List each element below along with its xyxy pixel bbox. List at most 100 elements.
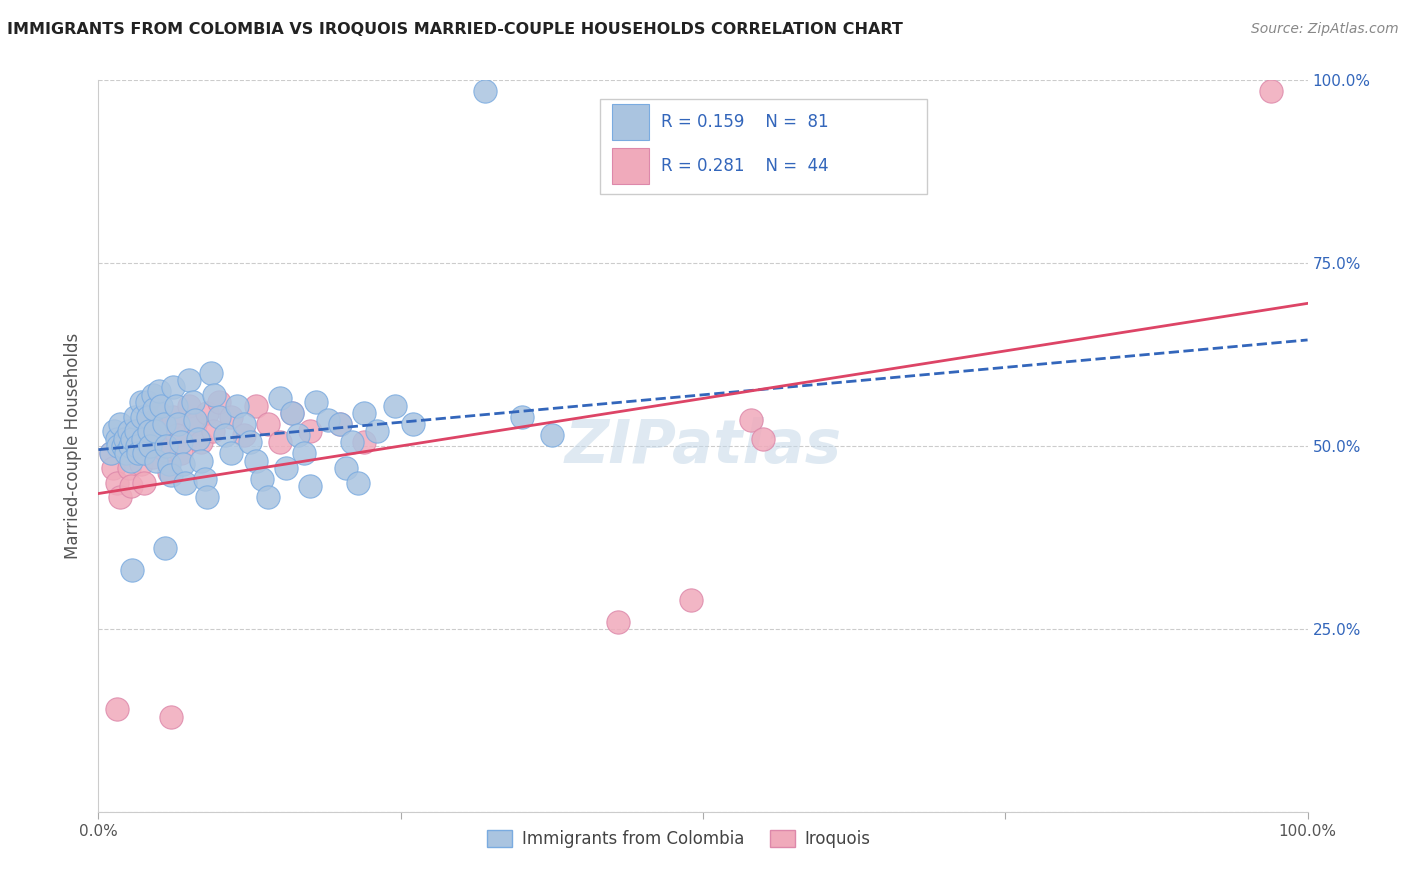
Point	[169, 435, 191, 450]
Point	[124, 409, 146, 424]
Point	[142, 388, 165, 402]
Text: Source: ZipAtlas.com: Source: ZipAtlas.com	[1251, 22, 1399, 37]
Point	[121, 432, 143, 446]
Point	[510, 409, 533, 424]
Point	[342, 435, 364, 450]
Point	[329, 417, 352, 431]
Point	[204, 388, 226, 402]
Point	[214, 428, 236, 442]
Point	[108, 490, 131, 504]
Point	[202, 425, 225, 439]
Point	[281, 406, 304, 420]
Point	[120, 453, 142, 467]
Point	[221, 446, 243, 460]
Bar	[613, 103, 648, 140]
Point	[100, 446, 122, 460]
Point	[131, 409, 153, 424]
Point	[174, 475, 197, 490]
Point	[135, 395, 157, 409]
Point	[200, 366, 222, 380]
Text: IMMIGRANTS FROM COLOMBIA VS IROQUOIS MARRIED-COUPLE HOUSEHOLDS CORRELATION CHART: IMMIGRANTS FROM COLOMBIA VS IROQUOIS MAR…	[7, 22, 903, 37]
Point	[274, 461, 297, 475]
Point	[157, 465, 180, 479]
Point	[679, 592, 702, 607]
Point	[157, 457, 180, 471]
Point	[135, 417, 157, 431]
Point	[143, 425, 166, 439]
Point	[299, 479, 322, 493]
Point	[108, 417, 131, 431]
Point	[172, 457, 194, 471]
Point	[107, 439, 129, 453]
Point	[195, 406, 218, 420]
Point	[153, 541, 176, 556]
Point	[245, 453, 267, 467]
Point	[153, 442, 176, 457]
Point	[269, 392, 291, 406]
Point	[208, 395, 231, 409]
Text: R = 0.159    N =  81: R = 0.159 N = 81	[661, 113, 828, 131]
Point	[118, 425, 141, 439]
Point	[316, 413, 339, 427]
Point	[160, 468, 183, 483]
Point	[160, 709, 183, 723]
Point	[179, 373, 201, 387]
Point	[353, 435, 375, 450]
Point	[150, 399, 173, 413]
Text: ZIPatlas: ZIPatlas	[564, 417, 842, 475]
Point	[305, 395, 328, 409]
Point	[111, 432, 134, 446]
Point	[232, 428, 254, 442]
Point	[148, 406, 170, 420]
Point	[118, 439, 141, 453]
Point	[118, 461, 141, 475]
Point	[740, 413, 762, 427]
Text: R = 0.281    N =  44: R = 0.281 N = 44	[661, 157, 828, 175]
Point	[1260, 84, 1282, 98]
Point	[114, 432, 136, 446]
Point	[195, 490, 218, 504]
Point	[115, 446, 138, 460]
Point	[269, 435, 291, 450]
Point	[167, 417, 190, 431]
Point	[250, 472, 273, 486]
Point	[155, 439, 177, 453]
Point	[179, 399, 201, 413]
Point	[105, 702, 128, 716]
Point	[152, 417, 174, 431]
Point	[607, 615, 630, 629]
Point	[287, 428, 309, 442]
Point	[138, 425, 160, 439]
Point	[384, 399, 406, 413]
Point	[105, 475, 128, 490]
Point	[148, 384, 170, 399]
Point	[329, 417, 352, 431]
Point	[132, 432, 155, 446]
Legend: Immigrants from Colombia, Iroquois: Immigrants from Colombia, Iroquois	[481, 823, 877, 855]
Point	[121, 563, 143, 577]
Point	[142, 450, 165, 464]
Point	[162, 380, 184, 394]
Point	[187, 432, 209, 446]
Point	[184, 413, 207, 427]
Point	[402, 417, 425, 431]
Point	[127, 439, 149, 453]
Point	[221, 409, 243, 424]
Point	[190, 453, 212, 467]
Point	[134, 446, 156, 460]
Point	[150, 425, 173, 439]
Point	[353, 406, 375, 420]
Point	[145, 453, 167, 467]
Point	[125, 425, 148, 439]
Point	[129, 395, 152, 409]
Point	[136, 409, 159, 424]
Point	[366, 425, 388, 439]
Point	[194, 472, 217, 486]
Point	[162, 409, 184, 424]
Point	[245, 399, 267, 413]
Point	[226, 399, 249, 413]
Point	[127, 446, 149, 460]
Point	[166, 428, 188, 442]
Point	[124, 425, 146, 439]
Point	[208, 409, 231, 424]
